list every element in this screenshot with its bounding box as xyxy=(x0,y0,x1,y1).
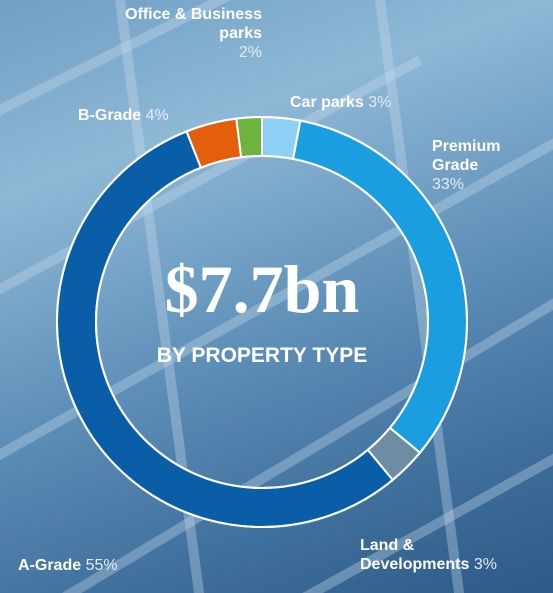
value-label: 2% xyxy=(238,44,262,61)
value-label: 4% xyxy=(145,107,169,124)
donut xyxy=(56,115,468,528)
chart-title: $7.7bn xyxy=(165,251,360,327)
donut-outline xyxy=(56,116,468,528)
segment-label: A-Grade 55% xyxy=(18,556,218,575)
value-label: 3% xyxy=(473,556,497,573)
segment-label: Land & Developments 3% xyxy=(360,536,520,574)
segment-label: B-Grade 4% xyxy=(78,106,238,125)
segment-label: Car parks 3% xyxy=(290,93,460,112)
value-label: 3% xyxy=(368,94,392,111)
category-name: A-Grade xyxy=(18,557,82,574)
chart-subtitle: BY PROPERTY TYPE xyxy=(157,344,367,367)
donut-segment xyxy=(235,115,263,159)
donut-inline xyxy=(95,155,429,489)
value-label: 33% xyxy=(432,176,465,193)
segment-label: Premium Grade 33% xyxy=(432,137,512,194)
category-name: Premium Grade xyxy=(432,138,501,174)
value-label: 55% xyxy=(85,557,118,574)
category-name: Car parks xyxy=(290,94,364,111)
segment-label: Office & Business parks 2% xyxy=(122,5,262,62)
category-name: Land & Developments xyxy=(360,537,470,573)
category-name: B-Grade xyxy=(78,107,142,124)
category-name: Office & Business parks xyxy=(125,6,262,42)
